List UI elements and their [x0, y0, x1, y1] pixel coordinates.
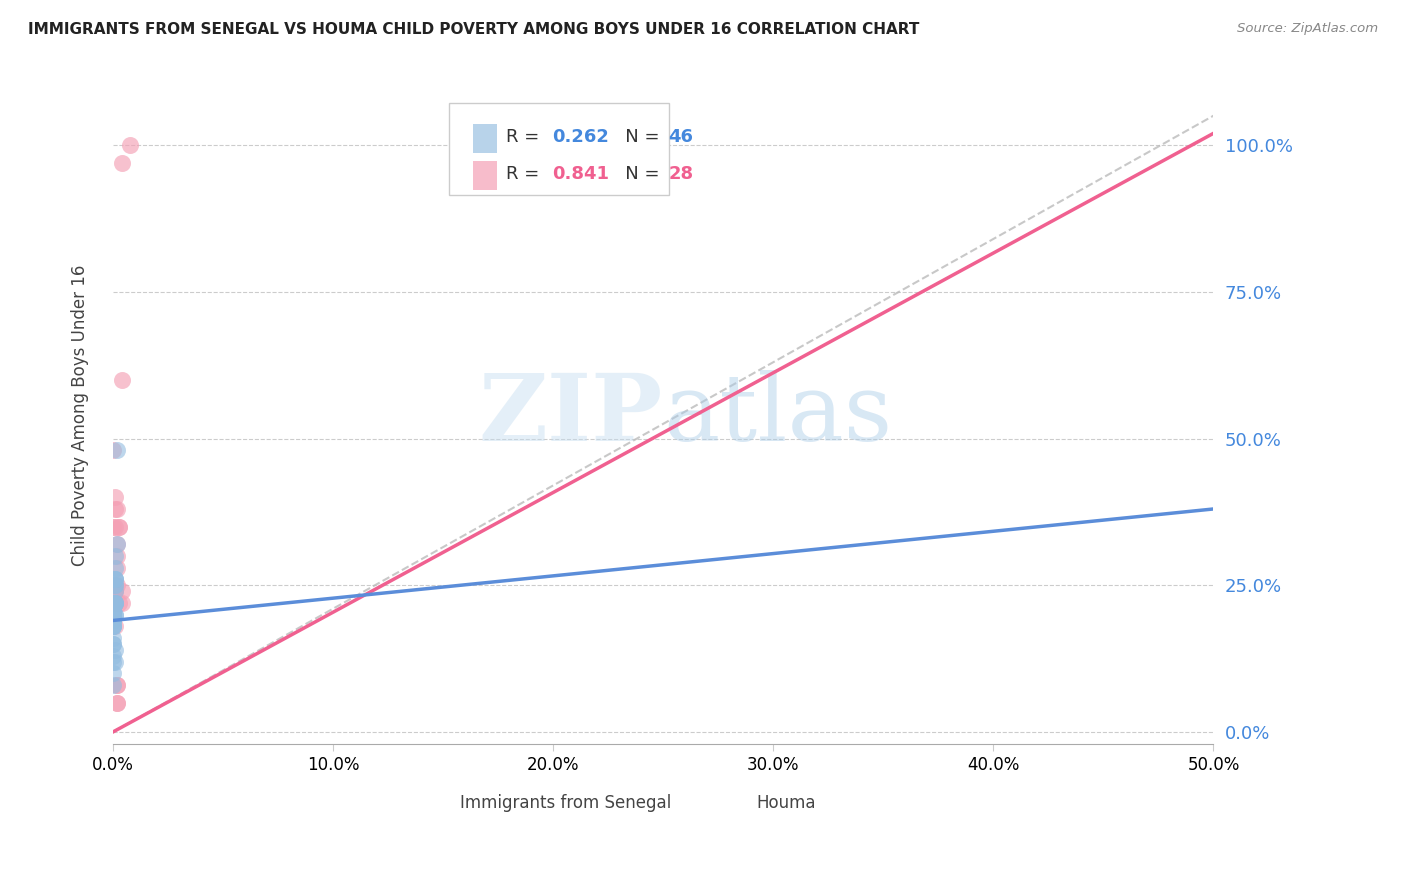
Point: [111, 596, 134, 610]
Point: [101, 619, 124, 633]
Point: [101, 596, 124, 610]
Point: [111, 584, 134, 599]
Point: [101, 666, 124, 681]
Text: atlas: atlas: [664, 370, 893, 460]
Text: 28: 28: [669, 165, 693, 183]
Point: [108, 519, 131, 533]
Text: 46: 46: [669, 128, 693, 146]
Point: [104, 573, 127, 587]
Point: [104, 596, 127, 610]
Point: [104, 584, 127, 599]
Point: [104, 578, 127, 592]
Point: [101, 631, 124, 645]
Point: [101, 596, 124, 610]
Point: [104, 607, 127, 622]
Text: N =: N =: [609, 128, 665, 146]
Point: [101, 601, 124, 615]
Point: [104, 596, 127, 610]
Point: [104, 573, 127, 587]
Point: [105, 696, 128, 710]
Point: [101, 614, 124, 628]
Text: 0.841: 0.841: [553, 165, 609, 183]
Point: [101, 607, 124, 622]
Point: [101, 648, 124, 663]
Point: [104, 573, 127, 587]
Point: [105, 549, 128, 563]
Point: [101, 614, 124, 628]
Point: [101, 519, 124, 533]
Point: [104, 560, 127, 574]
Point: [101, 443, 124, 458]
Text: ZIP: ZIP: [479, 370, 664, 460]
Point: [104, 578, 127, 592]
Point: [101, 607, 124, 622]
Text: IMMIGRANTS FROM SENEGAL VS HOUMA CHILD POVERTY AMONG BOYS UNDER 16 CORRELATION C: IMMIGRANTS FROM SENEGAL VS HOUMA CHILD P…: [28, 22, 920, 37]
Point: [105, 537, 128, 551]
Text: 0.262: 0.262: [553, 128, 609, 146]
FancyBboxPatch shape: [718, 791, 749, 814]
Point: [111, 373, 134, 387]
Point: [105, 443, 128, 458]
Point: [104, 490, 127, 504]
Point: [105, 560, 128, 574]
Text: N =: N =: [609, 165, 665, 183]
Point: [101, 614, 124, 628]
FancyBboxPatch shape: [420, 791, 451, 814]
Point: [101, 614, 124, 628]
Text: R =: R =: [506, 128, 544, 146]
Point: [101, 601, 124, 615]
Point: [101, 655, 124, 669]
Point: [104, 596, 127, 610]
Point: [105, 678, 128, 692]
Point: [104, 584, 127, 599]
Point: [104, 643, 127, 657]
Point: [104, 519, 127, 533]
Point: [120, 138, 142, 153]
Y-axis label: Child Poverty Among Boys Under 16: Child Poverty Among Boys Under 16: [72, 264, 89, 566]
FancyBboxPatch shape: [472, 124, 496, 153]
Point: [101, 601, 124, 615]
Point: [101, 637, 124, 651]
Point: [105, 578, 128, 592]
Point: [101, 678, 124, 692]
Point: [101, 637, 124, 651]
Point: [104, 578, 127, 592]
Point: [104, 619, 127, 633]
Text: Source: ZipAtlas.com: Source: ZipAtlas.com: [1237, 22, 1378, 36]
Point: [105, 696, 128, 710]
Point: [111, 155, 134, 169]
Point: [101, 619, 124, 633]
Point: [104, 655, 127, 669]
Point: [104, 596, 127, 610]
Text: R =: R =: [506, 165, 544, 183]
Text: Houma: Houma: [756, 794, 817, 812]
Point: [105, 502, 128, 516]
Point: [104, 502, 127, 516]
Point: [104, 596, 127, 610]
Point: [104, 607, 127, 622]
Point: [101, 607, 124, 622]
Point: [101, 601, 124, 615]
Point: [104, 549, 127, 563]
Point: [101, 619, 124, 633]
Point: [101, 596, 124, 610]
Point: [105, 537, 128, 551]
Point: [108, 596, 131, 610]
Point: [101, 619, 124, 633]
FancyBboxPatch shape: [449, 103, 669, 194]
FancyBboxPatch shape: [472, 161, 496, 191]
Point: [105, 678, 128, 692]
Point: [101, 614, 124, 628]
Point: [104, 596, 127, 610]
Point: [108, 519, 131, 533]
Point: [101, 607, 124, 622]
Text: Immigrants from Senegal: Immigrants from Senegal: [460, 794, 671, 812]
Point: [104, 584, 127, 599]
Point: [101, 607, 124, 622]
